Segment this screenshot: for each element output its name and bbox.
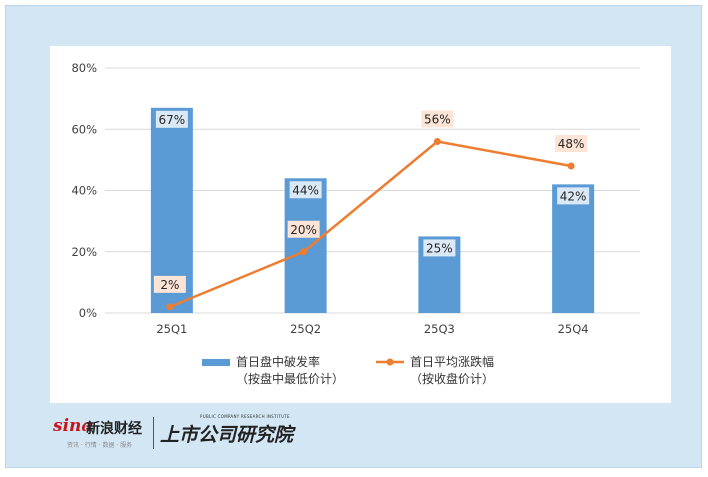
- sina-finance-tags: 资讯 · 行情 · 数据 · 服务: [67, 442, 133, 449]
- legend-bar-name: 首日盘中破发率: [236, 354, 320, 369]
- footer-divider: [153, 417, 154, 449]
- line-label-box: [421, 110, 454, 128]
- y-tick-label: 80%: [71, 61, 97, 75]
- chart-frame: 0% 20% 40% 60% 80% 25Q1 25Q2 25Q3 25Q4 67% 44% 25…: [5, 5, 702, 468]
- chart-panel: 0% 20% 40% 60% 80% 25Q1 25Q2 25Q3 25Q4 67% 44% 25…: [50, 46, 671, 403]
- legend-swatch-marker: [386, 358, 394, 366]
- line-label-box: [153, 275, 186, 293]
- y-axis: 0% 20% 40% 60% 80%: [71, 61, 97, 320]
- bar-value-label: 44%: [292, 183, 319, 197]
- legend-swatch-bar: [202, 359, 230, 366]
- line-value-label: 20%: [290, 223, 317, 237]
- gridlines: [105, 67, 640, 314]
- bar-value-label: 42%: [560, 189, 587, 203]
- y-tick-label: 20%: [71, 245, 97, 259]
- line-point: [300, 248, 308, 256]
- legend-bar-note: （按盘中最低价计）: [236, 371, 344, 386]
- institute-english-name: PUBLIC COMPANY RESEARCH INSTITUTE: [200, 414, 290, 419]
- x-tick-label: 25Q2: [290, 322, 321, 336]
- line-point: [433, 138, 441, 145]
- legend-line-note: （按收盘价计）: [410, 371, 494, 386]
- bar: [552, 184, 595, 313]
- bar-label-box: [557, 187, 590, 205]
- bar-value-label: 25%: [426, 241, 453, 255]
- sina-logo-mark: sina: [53, 416, 93, 436]
- bar-label-box: [289, 181, 322, 199]
- line-series: [166, 138, 575, 311]
- line-label-box: [287, 220, 320, 238]
- bar-series: [150, 107, 595, 313]
- institute-logo: PUBLIC COMPANY RESEARCH INSTITUTE 上市公司研究…: [160, 414, 300, 454]
- bar: [284, 178, 327, 313]
- sina-finance-logo: sina 新浪财经 资讯 · 行情 · 数据 · 服务: [53, 416, 151, 456]
- line-point: [567, 162, 575, 170]
- bar-label-box: [423, 239, 456, 257]
- line-path: [169, 140, 572, 309]
- line-point: [166, 303, 174, 311]
- x-tick-label: 25Q4: [558, 322, 589, 336]
- bar-label-box: [155, 110, 188, 128]
- combo-chart: 0% 20% 40% 60% 80% 25Q1 25Q2 25Q3 25Q4 67% 44% 25…: [71, 61, 640, 386]
- x-tick-label: 25Q3: [424, 322, 455, 336]
- line-value-label: 2%: [160, 278, 179, 292]
- data-labels: 67% 44% 25% 42% 2% 20% 56% 48%: [153, 110, 590, 293]
- y-tick-label: 40%: [71, 184, 97, 198]
- bar-value-label: 67%: [159, 113, 186, 127]
- footer: sina 新浪财经 资讯 · 行情 · 数据 · 服务 PUBLIC COMPA…: [6, 404, 703, 469]
- line-value-label: 56%: [424, 113, 451, 127]
- line-value-label: 48%: [558, 137, 585, 151]
- x-tick-label: 25Q1: [156, 322, 187, 336]
- sina-finance-name: 新浪财经: [86, 421, 142, 437]
- y-tick-label: 0%: [79, 306, 97, 320]
- x-axis: 25Q1 25Q2 25Q3 25Q4: [156, 322, 588, 336]
- legend: 首日盘中破发率 （按盘中最低价计） 首日平均涨跌幅 （按收盘价计）: [202, 354, 494, 386]
- y-tick-label: 60%: [71, 122, 97, 136]
- legend-line-name: 首日平均涨跌幅: [410, 354, 494, 369]
- institute-name: 上市公司研究院: [160, 424, 294, 446]
- line-label-box: [555, 135, 588, 152]
